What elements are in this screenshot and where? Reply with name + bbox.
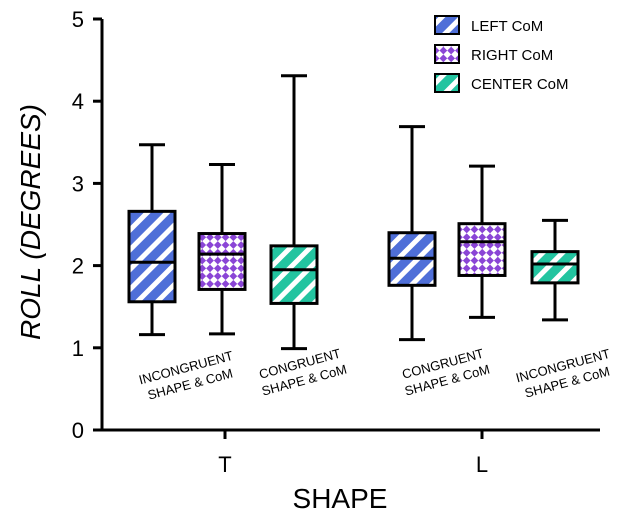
legend-label: LEFT CoM: [471, 18, 543, 35]
legend-swatch: [434, 15, 460, 35]
box-T-right-com: [197, 162, 247, 336]
box-T-left-com: [127, 143, 177, 337]
box-iqr: [269, 244, 319, 305]
box-T-center-com: [269, 74, 319, 351]
x-tick-label: L: [476, 452, 488, 477]
y-tick-label: 3: [72, 171, 84, 196]
legend-swatch: [434, 44, 460, 64]
box-series: [127, 74, 580, 351]
legend-item: CENTER CoM: [434, 73, 569, 93]
y-tick-label: 1: [72, 336, 84, 361]
legend: LEFT CoM RIGHT CoM CENTER CoM: [434, 15, 569, 93]
legend-label: RIGHT CoM: [471, 47, 553, 64]
box-L-center-com: [530, 218, 580, 322]
x-axis-title: SHAPE: [293, 483, 388, 514]
box-iqr: [457, 222, 507, 277]
y-tick-label: 2: [72, 254, 84, 279]
y-axis-title: ROLL (DEGREES): [15, 104, 46, 340]
box-iqr: [127, 209, 177, 304]
box-iqr: [197, 232, 247, 291]
y-tick-label: 0: [72, 418, 84, 443]
legend-swatch: [434, 73, 460, 93]
box-iqr: [530, 250, 580, 285]
legend-item: RIGHT CoM: [434, 44, 553, 64]
y-tick-label: 5: [72, 7, 84, 32]
box-L-right-com: [457, 164, 507, 319]
legend-item: LEFT CoM: [434, 15, 543, 35]
box-L-left-com: [387, 125, 437, 342]
legend-label: CENTER CoM: [471, 76, 569, 93]
y-axis: 0 1 2 3 4 5: [72, 7, 104, 443]
y-tick-label: 4: [72, 89, 84, 114]
x-tick-label: T: [218, 452, 231, 477]
